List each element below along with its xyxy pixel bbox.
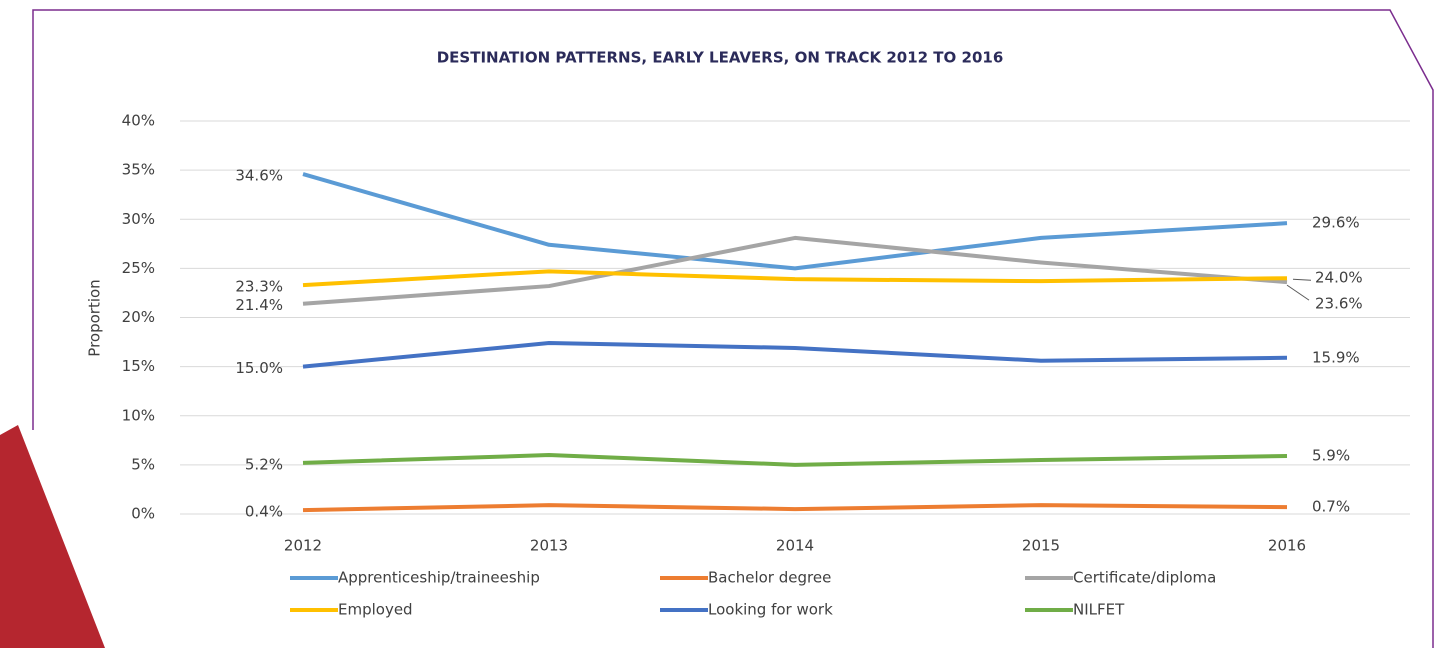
- legend-label: NILFET: [1073, 601, 1125, 619]
- legend-label: Bachelor degree: [708, 569, 831, 587]
- x-tick-label: 2013: [530, 537, 568, 555]
- y-tick-label: 15%: [122, 357, 155, 375]
- y-tick-label: 0%: [131, 505, 155, 523]
- data-label: 15.9%: [1312, 348, 1360, 366]
- frame: [32, 9, 1434, 648]
- x-tick-label: 2015: [1022, 537, 1060, 555]
- y-tick-label: 10%: [122, 406, 155, 424]
- data-label: 5.2%: [245, 455, 283, 473]
- x-tick-label: 2014: [776, 537, 814, 555]
- chart-title: DESTINATION PATTERNS, EARLY LEAVERS, ON …: [437, 49, 1004, 67]
- data-label: 21.4%: [235, 296, 283, 314]
- series-line: [302, 172, 1288, 271]
- y-tick-label: 40%: [122, 112, 155, 130]
- x-tick-label: 2012: [284, 537, 322, 555]
- series-line: [302, 503, 1288, 513]
- data-label: 29.6%: [1312, 214, 1360, 232]
- data-label: 5.9%: [1312, 447, 1350, 465]
- data-label: 0.4%: [245, 503, 283, 521]
- y-tick-label: 5%: [131, 455, 155, 473]
- legend-label: Looking for work: [708, 601, 833, 619]
- series-line: [302, 235, 1288, 306]
- series-line: [302, 453, 1288, 467]
- leader-line: [1292, 278, 1312, 281]
- y-tick-label: 30%: [122, 210, 155, 228]
- decoration: [0, 425, 105, 648]
- data-label: 23.3%: [235, 278, 283, 296]
- y-tick-label: 20%: [122, 308, 155, 326]
- series-line: [302, 341, 1288, 369]
- legend-label: Apprenticeship/traineeship: [338, 569, 540, 587]
- series-line: [302, 269, 1288, 288]
- data-label: 15.0%: [235, 359, 283, 377]
- leader-line: [1286, 284, 1310, 301]
- y-tick-label: 25%: [122, 259, 155, 277]
- data-label: 24.0%: [1315, 269, 1363, 287]
- legend-label: Employed: [338, 601, 413, 619]
- data-label: 0.7%: [1312, 498, 1350, 516]
- y-axis-label: Proportion: [86, 279, 104, 356]
- x-tick-label: 2016: [1268, 537, 1306, 555]
- data-label: 34.6%: [235, 167, 283, 185]
- legend-label: Certificate/diploma: [1073, 569, 1216, 587]
- y-tick-label: 35%: [122, 161, 155, 179]
- data-label: 23.6%: [1315, 295, 1363, 313]
